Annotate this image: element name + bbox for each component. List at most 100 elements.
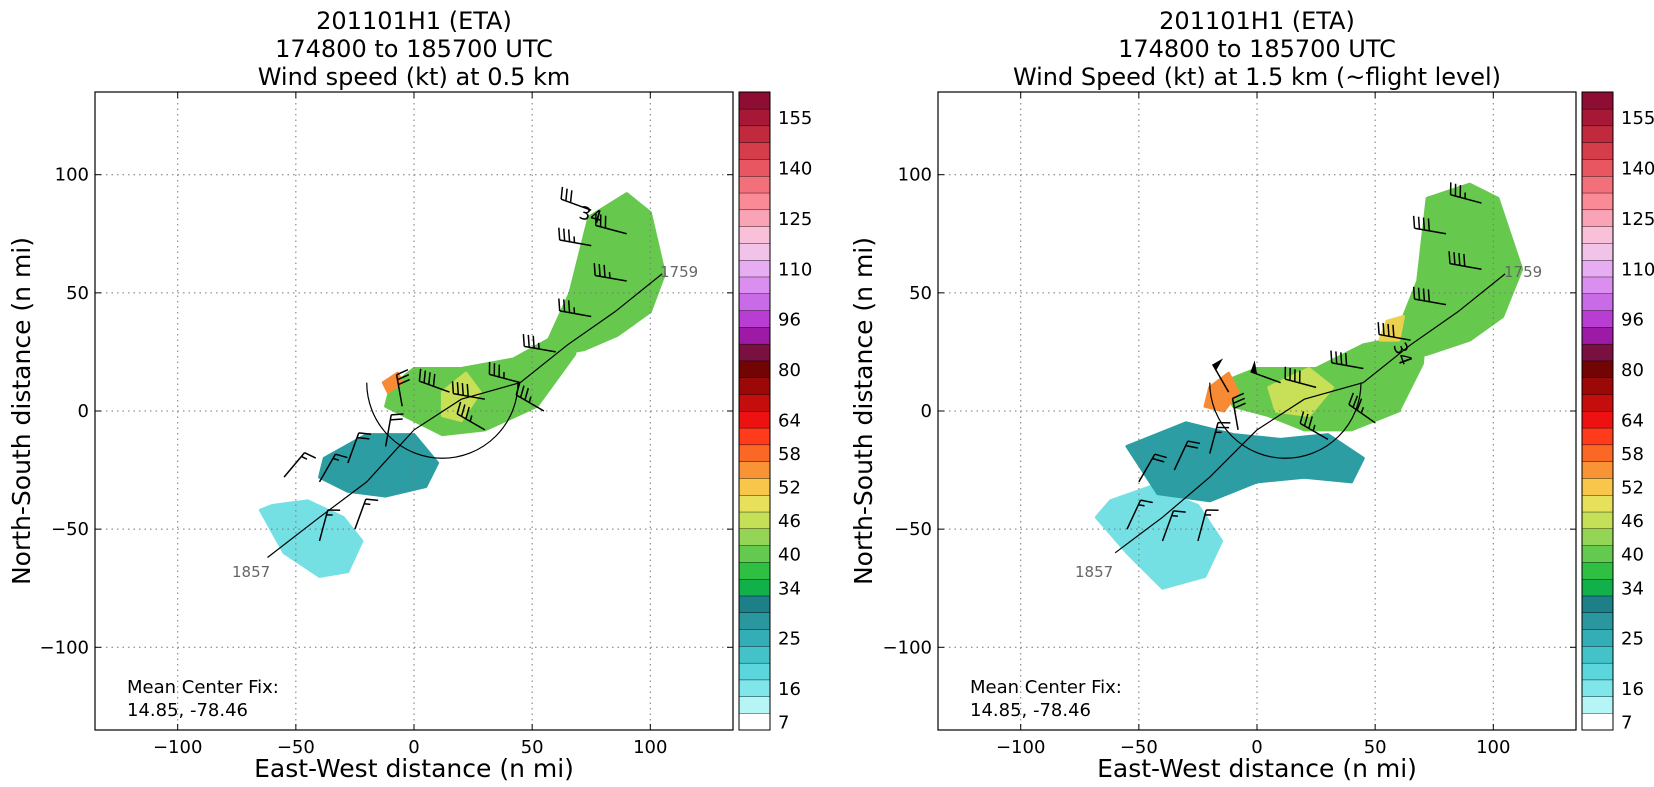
x-tick-label: −50 — [277, 737, 315, 758]
wind-barb — [395, 369, 410, 407]
colorbar-level — [738, 561, 771, 580]
colorbar-level — [1581, 696, 1614, 714]
x-tick-label: 50 — [1364, 737, 1387, 758]
colorbar-level — [1581, 259, 1614, 278]
y-tick-label: −100 — [883, 637, 932, 658]
wind-barb — [593, 263, 627, 282]
flight-track-line — [1114, 273, 1506, 554]
colorbar-level — [1581, 511, 1614, 530]
wind-barb — [318, 453, 348, 483]
colorbar-tick-label: 140 — [1621, 159, 1654, 180]
colorbar-level — [738, 494, 771, 513]
panel-right-track-start-label: 1759 — [1504, 263, 1542, 281]
colorbar-level — [1581, 209, 1614, 227]
wind-barb — [1284, 366, 1317, 389]
panel-right-wind-field — [1094, 182, 1524, 590]
colorbar-level — [738, 259, 771, 278]
colorbar-level — [738, 242, 771, 261]
panel-left-colorbar: 7 16 25 34 40 46 52 58 64 80 96 110 125 140 155 — [738, 91, 812, 734]
colorbar-level — [738, 175, 771, 194]
colorbar-level — [738, 629, 771, 647]
y-tick-label: 100 — [55, 165, 89, 186]
x-tick-label: 0 — [1251, 737, 1262, 758]
colorbar-level — [738, 713, 771, 731]
wind-field-region — [318, 433, 440, 498]
colorbar-level — [1581, 192, 1614, 211]
panel-right-colorbar: 7 16 25 34 40 46 52 58 64 80 96 110 125 140 155 — [1581, 91, 1654, 734]
x-tick-label: 100 — [1476, 737, 1510, 758]
wind-field-region — [384, 315, 581, 437]
wind-barb — [558, 298, 592, 318]
panel-right-gridlines — [938, 92, 1576, 730]
x-tick-label: 50 — [521, 737, 544, 758]
colorbar-tick-label: 52 — [778, 478, 801, 499]
y-tick-label: −50 — [894, 519, 932, 540]
colorbar-tick-label: 40 — [1621, 545, 1644, 566]
colorbar-tick-label: 125 — [1621, 209, 1654, 230]
colorbar-level — [1581, 310, 1614, 328]
colorbar-level — [738, 142, 771, 160]
colorbar-level — [738, 444, 771, 462]
colorbar-level — [738, 326, 771, 345]
colorbar-level — [738, 528, 771, 546]
wind-barb — [595, 213, 627, 235]
colorbar-level — [738, 377, 771, 395]
colorbar-level — [1581, 578, 1614, 597]
colorbar-level — [738, 394, 771, 412]
colorbar-level — [1581, 595, 1614, 613]
panel-left-annotation-line-2: 14.85, -78.46 — [127, 700, 248, 721]
colorbar-level — [1581, 612, 1614, 630]
wind-barb — [1231, 392, 1246, 431]
colorbar-tick-label: 58 — [1621, 444, 1644, 465]
x-tick-label: −50 — [1120, 737, 1158, 758]
panel-left-title-line-2: 174800 to 185700 UTC — [275, 35, 553, 63]
wind-barb — [1330, 350, 1364, 370]
wind-barb — [1197, 509, 1219, 542]
wind-barb — [1412, 215, 1447, 235]
panel-right-annotation-line-2: 14.85, -78.46 — [970, 700, 1091, 721]
wind-barb — [515, 382, 545, 412]
colorbar-level — [738, 612, 771, 630]
wind-barb — [1412, 286, 1447, 306]
colorbar-level — [738, 679, 771, 697]
colorbar-level — [738, 125, 771, 143]
wind-barb — [318, 509, 341, 542]
colorbar-level — [1581, 293, 1614, 311]
colorbar-tick-label: 155 — [778, 108, 812, 129]
colorbar-tick-label: 52 — [1621, 478, 1644, 499]
panel-left-title-line-1: 201101H1 (ETA) — [316, 7, 512, 35]
colorbar-frame — [738, 91, 771, 731]
x-tick-label: 0 — [408, 737, 419, 758]
colorbar-level — [1581, 158, 1614, 177]
colorbar-level — [738, 595, 771, 613]
colorbar-level — [738, 293, 771, 311]
panel-left-track-end-label: 1857 — [232, 563, 270, 581]
colorbar-level — [738, 91, 771, 110]
colorbar-level — [1581, 242, 1614, 261]
y-tick-label: 100 — [898, 165, 932, 186]
colorbar-tick-label: 80 — [1621, 360, 1644, 381]
colorbar-tick-label: 7 — [778, 713, 789, 734]
wind-barb — [1161, 510, 1186, 542]
colorbar-level — [1581, 461, 1614, 479]
colorbar-tick-label: 140 — [778, 159, 812, 180]
panel-left-wind-barbs — [283, 186, 627, 542]
wind-barb — [488, 361, 521, 384]
colorbar-level — [1581, 276, 1614, 294]
colorbar-tick-label: 7 — [1621, 713, 1632, 734]
wind-barb — [1138, 453, 1167, 483]
colorbar-level — [1581, 142, 1614, 160]
colorbar-level — [738, 192, 771, 211]
panel-right-title-line-1: 201101H1 (ETA) — [1159, 7, 1355, 35]
panel-right-x-axis-label: East-West distance (n mi) — [1097, 754, 1417, 783]
wind-barb — [1448, 251, 1482, 270]
colorbar-level — [738, 226, 771, 244]
wind-field-region — [1267, 367, 1335, 418]
colorbar-level — [738, 343, 771, 362]
colorbar-tick-label: 110 — [778, 259, 812, 280]
contour-arc — [366, 382, 519, 459]
panel-right-annotation-line-1: Mean Center Fix: — [970, 677, 1122, 698]
panel-right: 201101H1 (ETA) 174800 to 185700 UTC Wind… — [849, 7, 1654, 783]
colorbar-tick-label: 40 — [778, 545, 801, 566]
colorbar-level — [1581, 91, 1614, 110]
